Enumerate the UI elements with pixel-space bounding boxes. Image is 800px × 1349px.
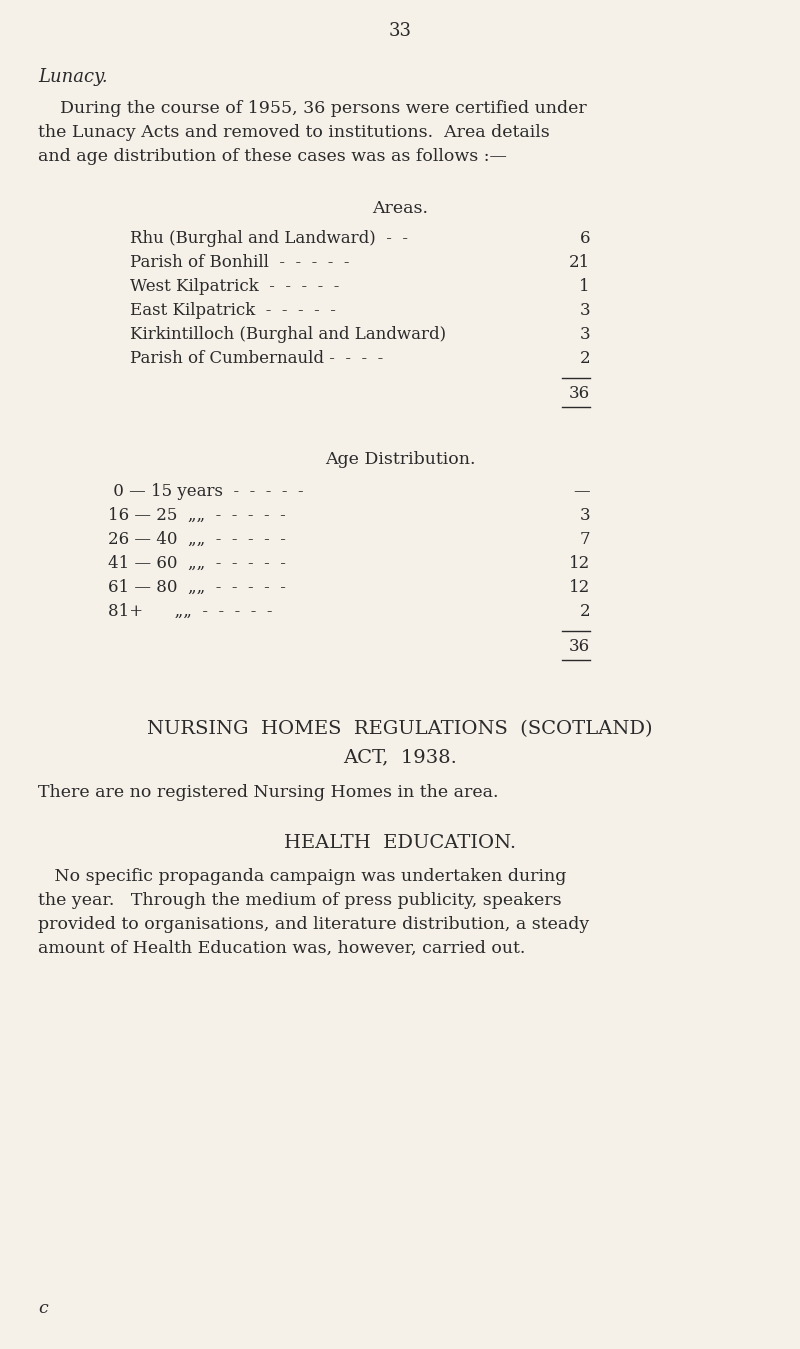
Text: 36: 36 <box>569 384 590 402</box>
Text: 2: 2 <box>579 603 590 621</box>
Text: —: — <box>574 483 590 500</box>
Text: Areas.: Areas. <box>372 200 428 217</box>
Text: There are no registered Nursing Homes in the area.: There are no registered Nursing Homes in… <box>38 784 498 801</box>
Text: 0 — 15 years  -  -  -  -  -: 0 — 15 years - - - - - <box>108 483 304 500</box>
Text: c: c <box>38 1300 48 1317</box>
Text: 33: 33 <box>389 22 411 40</box>
Text: 12: 12 <box>569 579 590 596</box>
Text: Parish of Bonhill  -  -  -  -  -: Parish of Bonhill - - - - - <box>130 254 350 271</box>
Text: amount of Health Education was, however, carried out.: amount of Health Education was, however,… <box>38 940 526 956</box>
Text: Age Distribution.: Age Distribution. <box>325 451 475 468</box>
Text: provided to organisations, and literature distribution, a steady: provided to organisations, and literatur… <box>38 916 590 934</box>
Text: 21: 21 <box>569 254 590 271</box>
Text: 16 — 25  „„  -  -  -  -  -: 16 — 25 „„ - - - - - <box>108 507 286 523</box>
Text: West Kilpatrick  -  -  -  -  -: West Kilpatrick - - - - - <box>130 278 339 295</box>
Text: Kirkintilloch (Burghal and Landward): Kirkintilloch (Burghal and Landward) <box>130 326 446 343</box>
Text: 81+      „„  -  -  -  -  -: 81+ „„ - - - - - <box>108 603 273 621</box>
Text: 61 — 80  „„  -  -  -  -  -: 61 — 80 „„ - - - - - <box>108 579 286 596</box>
Text: and age distribution of these cases was as follows :—: and age distribution of these cases was … <box>38 148 507 165</box>
Text: 41 — 60  „„  -  -  -  -  -: 41 — 60 „„ - - - - - <box>108 554 286 572</box>
Text: 6: 6 <box>579 229 590 247</box>
Text: 12: 12 <box>569 554 590 572</box>
Text: 1: 1 <box>579 278 590 295</box>
Text: ACT,  1938.: ACT, 1938. <box>343 747 457 766</box>
Text: the year.   Through the medium of press publicity, speakers: the year. Through the medium of press pu… <box>38 892 562 909</box>
Text: No specific propaganda campaign was undertaken during: No specific propaganda campaign was unde… <box>38 867 566 885</box>
Text: 3: 3 <box>579 507 590 523</box>
Text: 3: 3 <box>579 302 590 318</box>
Text: Parish of Cumbernauld -  -  -  -: Parish of Cumbernauld - - - - <box>130 349 383 367</box>
Text: Lunacy.: Lunacy. <box>38 67 108 86</box>
Text: 3: 3 <box>579 326 590 343</box>
Text: Rhu (Burghal and Landward)  -  -: Rhu (Burghal and Landward) - - <box>130 229 408 247</box>
Text: the Lunacy Acts and removed to institutions.  Area details: the Lunacy Acts and removed to instituti… <box>38 124 550 142</box>
Text: 7: 7 <box>579 532 590 548</box>
Text: 26 — 40  „„  -  -  -  -  -: 26 — 40 „„ - - - - - <box>108 532 286 548</box>
Text: During the course of 1955, 36 persons were certified under: During the course of 1955, 36 persons we… <box>38 100 586 117</box>
Text: HEALTH  EDUCATION.: HEALTH EDUCATION. <box>284 834 516 853</box>
Text: 36: 36 <box>569 638 590 656</box>
Text: East Kilpatrick  -  -  -  -  -: East Kilpatrick - - - - - <box>130 302 336 318</box>
Text: NURSING  HOMES  REGULATIONS  (SCOTLAND): NURSING HOMES REGULATIONS (SCOTLAND) <box>147 720 653 738</box>
Text: 2: 2 <box>579 349 590 367</box>
